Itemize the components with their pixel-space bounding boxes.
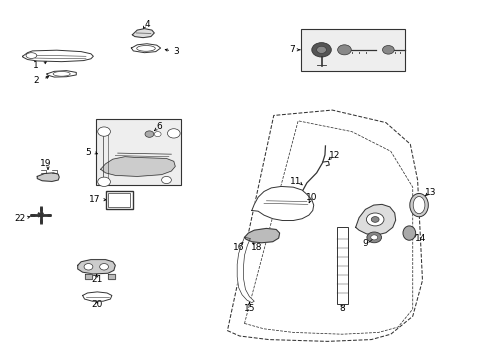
- Text: 14: 14: [414, 234, 426, 243]
- Polygon shape: [237, 237, 254, 303]
- Bar: [105, 191, 133, 209]
- Polygon shape: [132, 29, 154, 38]
- Circle shape: [366, 213, 383, 226]
- Polygon shape: [37, 173, 59, 181]
- Text: 21: 21: [91, 275, 102, 284]
- Text: 19: 19: [40, 159, 51, 168]
- Polygon shape: [131, 44, 160, 53]
- Polygon shape: [22, 50, 93, 62]
- Text: 11: 11: [290, 177, 301, 186]
- Circle shape: [366, 232, 381, 243]
- Polygon shape: [82, 292, 112, 301]
- Text: 6: 6: [156, 122, 162, 131]
- Circle shape: [145, 131, 154, 137]
- Polygon shape: [108, 274, 115, 279]
- Ellipse shape: [412, 197, 424, 214]
- Text: 18: 18: [250, 243, 262, 252]
- FancyBboxPatch shape: [96, 119, 181, 185]
- Ellipse shape: [409, 193, 427, 217]
- Circle shape: [382, 45, 393, 54]
- Polygon shape: [84, 274, 92, 279]
- Text: 12: 12: [328, 152, 340, 161]
- Circle shape: [311, 42, 330, 57]
- Polygon shape: [244, 228, 279, 243]
- Text: 17: 17: [88, 195, 100, 204]
- Text: 9: 9: [362, 239, 367, 248]
- Polygon shape: [101, 157, 175, 176]
- Polygon shape: [251, 186, 313, 221]
- Circle shape: [161, 176, 171, 184]
- Polygon shape: [78, 260, 115, 274]
- Text: 10: 10: [305, 193, 317, 202]
- Text: 3: 3: [173, 47, 179, 56]
- Circle shape: [316, 46, 326, 53]
- Polygon shape: [355, 204, 395, 235]
- Circle shape: [370, 235, 377, 240]
- Circle shape: [100, 264, 108, 270]
- Text: 16: 16: [232, 243, 244, 252]
- Circle shape: [98, 177, 110, 186]
- Text: 8: 8: [339, 304, 344, 313]
- Ellipse shape: [26, 53, 37, 58]
- Text: 1: 1: [33, 61, 39, 70]
- Text: 20: 20: [91, 300, 102, 309]
- Ellipse shape: [53, 72, 70, 76]
- Circle shape: [337, 45, 350, 55]
- FancyBboxPatch shape: [300, 30, 405, 71]
- Text: 2: 2: [33, 76, 39, 85]
- Circle shape: [167, 129, 180, 138]
- Bar: [108, 193, 130, 207]
- Bar: [336, 226, 347, 304]
- Circle shape: [154, 132, 161, 136]
- Circle shape: [84, 264, 93, 270]
- Text: 4: 4: [144, 19, 149, 28]
- Polygon shape: [47, 71, 76, 77]
- Ellipse shape: [402, 226, 415, 240]
- Circle shape: [370, 217, 378, 222]
- Text: 15: 15: [243, 303, 255, 312]
- Text: 22: 22: [15, 214, 26, 223]
- Text: 7: 7: [289, 45, 295, 54]
- Text: 13: 13: [424, 188, 436, 197]
- Text: 5: 5: [85, 148, 91, 157]
- Ellipse shape: [137, 45, 155, 51]
- Circle shape: [98, 127, 110, 136]
